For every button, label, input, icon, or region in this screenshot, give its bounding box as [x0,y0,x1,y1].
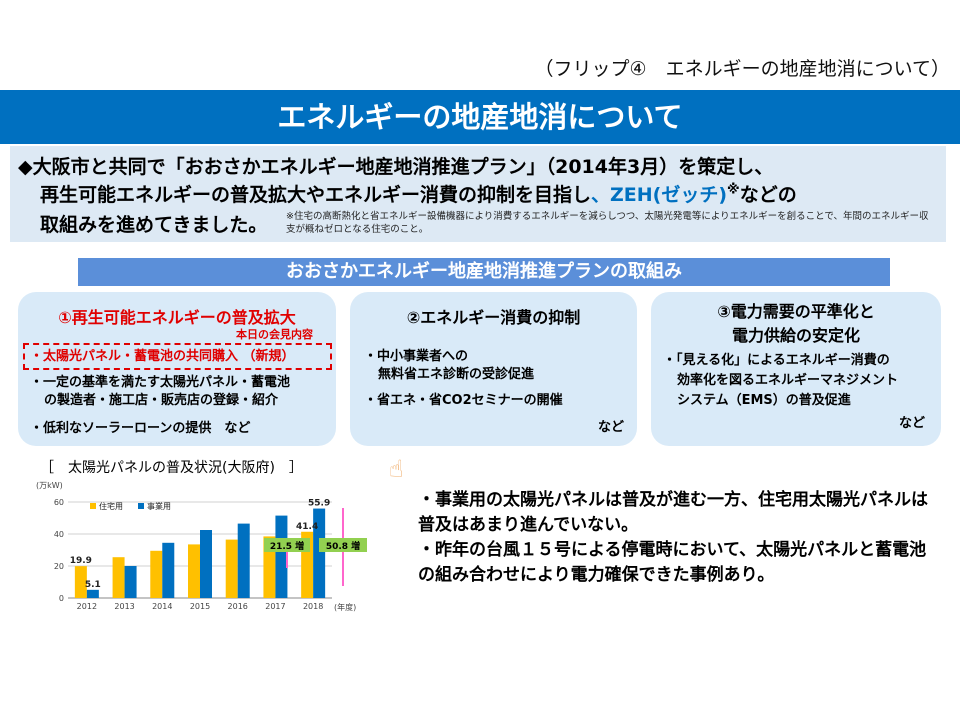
initiative-2-item-1b: 無料省エネ診断の受診促進 [378,367,535,382]
chart-caption: ［ 太陽光パネルの普及状況(大阪府) ］ [40,460,303,476]
summary-bullets: ・事業用の太陽光パネルは普及が進む一方、住宅用太陽光パネルは普及はあまり進んでい… [418,488,938,588]
initiative-box-3: ③電力需要の平準化と 電力供給の安定化 ・「見える化」によるエネルギー消費の 効率… [651,292,941,446]
y-tick-0: 0 [59,594,64,603]
initiative-3-item-1b: 効率化を図るエネルギーマネジメント [677,373,899,388]
intro-line-2-c: などの [739,184,797,206]
bar-residential-2016 [225,539,238,598]
initiative-2-etc: など [598,420,625,435]
chart-x-ticks: 2012 2013 2014 2015 2016 2017 2018 [77,602,324,611]
increase-annotations: 21.5 増 50.8 増 [264,508,367,586]
chart-data-labels: 19.9 5.1 41.4 55.9 [70,499,331,590]
intro-line-3: 取組みを進めてきました。 [40,214,268,236]
initiative-2-title: ②エネルギー消費の抑制 [406,308,581,327]
initiative-2-item-1a: ・中小事業者への [364,349,469,364]
bar-residential-2012 [74,566,87,598]
increase-label-business: 50.8 増 [326,540,360,552]
initiative-3-title: ③電力需要の平準化と 電力供給の安定化 [651,300,941,348]
initiative-1-item-2a: ・一定の基準を満たす太陽光パネル・蓄電池 [30,375,291,390]
y-tick-20: 20 [54,562,64,571]
bar-residential-2013 [112,557,125,598]
intro-line-2-b: 、ZEH(ゼッチ) [591,184,728,206]
initiative-box-2: ②エネルギー消費の抑制 ・中小事業者への 無料省エネ診断の受診促進 ・省エネ・省… [350,292,637,446]
bar-business-2018 [313,508,326,598]
initiative-3-title-1: ③電力需要の平準化と [717,302,875,321]
y-tick-40: 40 [54,530,64,539]
x-tick-2016: 2016 [228,602,248,611]
legend-swatch-residential [90,503,96,509]
bar-business-2017 [275,515,288,598]
pointing-hand-icon: ☝ [389,455,404,483]
initiative-3-item-1a: ・「見える化」によるエネルギー消費の [663,353,890,368]
initiative-2-item-2: ・省エネ・省CO2セミナーの開催 [364,393,563,408]
initiative-1-item-2b: の製造者・施工店・販売店の登録・紹介 [44,393,279,408]
legend-swatch-business [138,503,144,509]
chart-x-unit: (年度) [334,602,356,612]
data-label-business-2018: 55.9 [308,499,330,509]
page-title: エネルギーの地産地消について [0,90,960,144]
x-tick-2015: 2015 [190,602,210,611]
data-label-business-2012: 5.1 [85,580,101,590]
intro-line-2-a: 再生可能エネルギーの普及拡大やエネルギー消費の抑制を目指し [40,184,592,206]
increase-box-residential [264,538,310,552]
chart-y-ticks: 0 20 40 60 [54,498,64,603]
initiative-3-title-2: 電力供給の安定化 [731,326,860,345]
intro-line-1: ◆大阪市と共同で「おおさかエネルギー地産地消推進プラン」（2014年3月）を策定… [18,156,774,178]
summary-bullet-1: ・事業用の太陽光パネルは普及が進む一方、住宅用太陽光パネルは普及はあまり進んでい… [418,490,928,535]
bar-business-2015 [200,530,212,598]
initiative-1-item-1: ・太陽光パネル・蓄電池の共同購入 （新規） [30,349,295,364]
today-label: 本日の会見内容 [236,328,313,341]
solar-panel-chart: 0 20 40 60 2012 2013 2014 2015 2016 2017 2018 (万k… [36,481,367,612]
bar-business-2014 [162,542,175,598]
bar-business-2012 [86,589,99,598]
intro-panel: ◆大阪市と共同で「おおさかエネルギー地産地消推進プラン」（2014年3月）を策定… [10,146,946,242]
legend-label-residential: 住宅用 [99,501,123,511]
x-tick-2018: 2018 [303,602,323,611]
y-tick-60: 60 [54,498,64,507]
x-tick-2014: 2014 [152,602,172,611]
increase-label-residential: 21.5 増 [270,540,304,552]
increase-box-business [319,538,367,552]
initiative-3-etc: など [899,416,926,431]
bar-residential-2015 [188,544,200,598]
data-label-residential-2012: 19.9 [70,556,92,566]
chart-legend: 住宅用 事業用 [90,501,171,511]
highlight-dashed-box [23,343,332,370]
x-tick-2012: 2012 [77,602,97,611]
legend-label-business: 事業用 [147,501,171,511]
bar-business-2016 [237,523,250,598]
initiative-1-item-3: ・低利なソーラーローンの提供 など [30,421,251,436]
plan-subheader: おおさかエネルギー地産地消推進プランの取組み [78,258,890,286]
x-tick-2013: 2013 [114,602,134,611]
bar-business-2013 [124,566,137,598]
initiative-3-item-1c: システム（EMS）の普及促進 [677,393,851,408]
intro-asterisk: ※ [727,182,740,198]
bar-residential-2014 [150,550,163,598]
chart-y-unit: (万kW) [36,481,63,490]
summary-bullet-2: ・昨年の台風１５号による停電時において、太陽光パネルと蓄電池の組み合わせにより電… [418,540,927,585]
zeh-footnote: ※住宅の高断熱化と省エネルギー設備機器により消費するエネルギーを減らしつつ、太陽… [286,211,929,235]
intro-line-2: 再生可能エネルギーの普及拡大やエネルギー消費の抑制を目指し、ZEH(ゼッチ)※な… [40,180,797,207]
initiative-1-title: ①再生可能エネルギーの普及拡大 [58,308,296,327]
flip-label: （フリップ④ エネルギーの地産地消について） [534,58,950,80]
initiative-box-1: ①再生可能エネルギーの普及拡大 本日の会見内容 ・太陽光パネル・蓄電池の共同購入… [18,292,336,446]
x-tick-2017: 2017 [265,602,285,611]
data-label-residential-2018: 41.4 [296,522,318,532]
